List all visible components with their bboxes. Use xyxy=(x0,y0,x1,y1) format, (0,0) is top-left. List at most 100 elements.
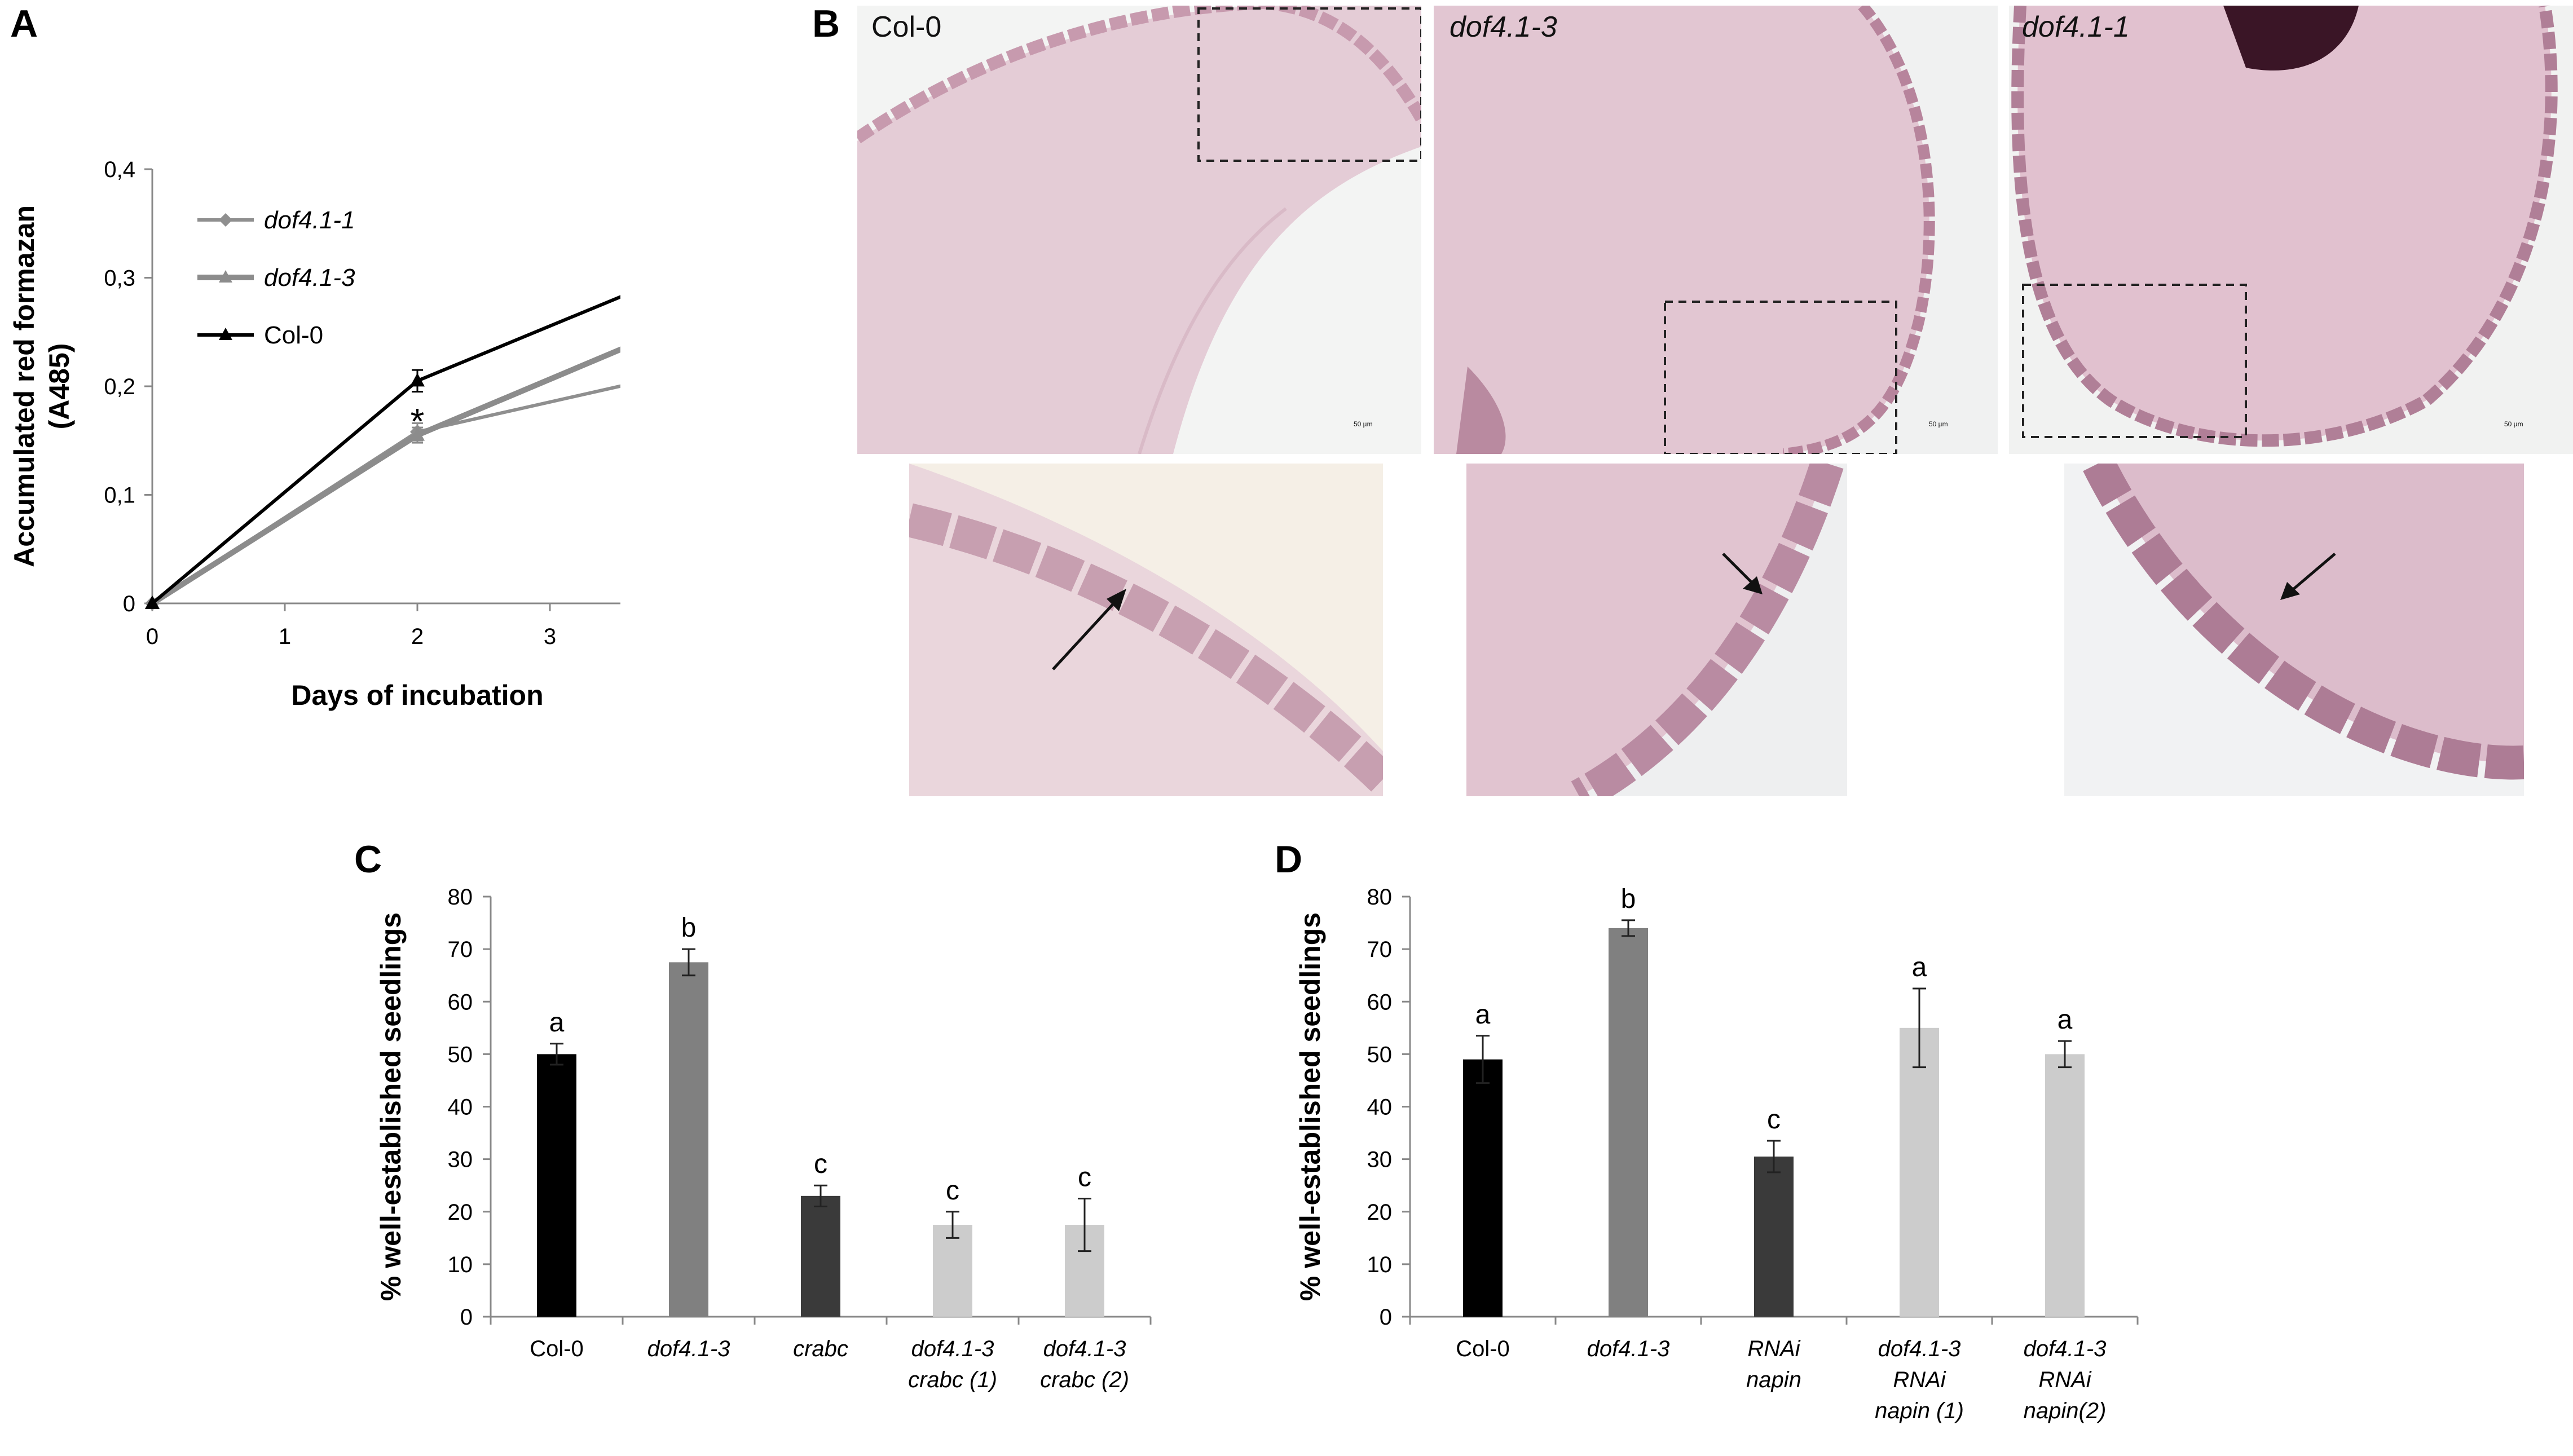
category-label-line: dof4.1-3 xyxy=(647,1336,730,1361)
y-tick-label: 40 xyxy=(448,1095,473,1120)
panel-letter-d: D xyxy=(1275,838,1303,881)
y-tick-label: 10 xyxy=(448,1252,473,1277)
significance-letter: c xyxy=(1767,1105,1781,1135)
category-label: RNAi napin xyxy=(1746,1336,1801,1392)
data-point xyxy=(410,427,425,441)
category-label: dof4.1-3 xyxy=(647,1336,730,1361)
legend-label: Col-0 xyxy=(264,321,323,349)
x-tick-label: 1 xyxy=(279,624,291,649)
micrograph-dof41-1-label: dof4.1-1 xyxy=(2022,11,2130,43)
legend-label: dof4.1-1 xyxy=(264,206,355,234)
y-tick-label: 0,4 xyxy=(104,157,135,182)
y-tick-label: 50 xyxy=(1367,1042,1393,1067)
chart-c-bar: 0 10 20 30 40 50 60 70 80 % well-established seed… xyxy=(375,885,1152,1392)
y-axis-title: Accumulated red formazan (A485) xyxy=(8,205,75,567)
y-tick-label: 40 xyxy=(1367,1095,1393,1120)
x-tick-label: 0 xyxy=(146,624,158,649)
chart-a-line: 00,10,20,30,401234Days of incubationAccu… xyxy=(8,157,620,711)
chart-d-bar: 0 10 20 30 40 50 60 70 80 % well-established seed… xyxy=(1294,884,2139,1423)
panel-letter-b: B xyxy=(812,2,840,45)
micrograph-col0-label: Col-0 xyxy=(871,11,942,43)
significance-letter: c xyxy=(1078,1162,1091,1192)
series-line xyxy=(151,346,620,606)
category-label-line: dof4.1-3 xyxy=(1878,1336,1961,1361)
category-label-line: napin xyxy=(1746,1367,1801,1392)
significance-marker: * xyxy=(411,401,425,442)
y-tick-label: 70 xyxy=(1367,937,1393,962)
y-tick-label: 60 xyxy=(448,990,473,1014)
significance-letter: a xyxy=(549,1008,565,1038)
series-line xyxy=(151,295,620,605)
y-tick-label: 0 xyxy=(1380,1305,1392,1330)
significance-letter: a xyxy=(2057,1005,2073,1035)
y-tick-label: 60 xyxy=(1367,990,1393,1014)
category-label: dof4.1-3 RNAi napin (1) xyxy=(1875,1336,1964,1423)
significance-letter: c xyxy=(946,1176,959,1206)
category-label-line: napin(2) xyxy=(2024,1398,2107,1423)
micrograph-col0-zoom xyxy=(909,464,1383,796)
scale-bar-dof41-1: 50 µm xyxy=(2504,420,2523,428)
bar xyxy=(933,1225,972,1317)
significance-letter: b xyxy=(1621,884,1636,914)
bar xyxy=(1463,1059,1503,1317)
bar xyxy=(801,1195,840,1317)
category-label-line: crabc (2) xyxy=(1040,1367,1129,1392)
y-tick-label: 50 xyxy=(448,1042,473,1067)
y-tick-label: 70 xyxy=(448,937,473,962)
bar xyxy=(1609,928,1648,1317)
category-label-line: RNAi xyxy=(1893,1367,1946,1392)
micrograph-dof41-3-zoom xyxy=(1466,464,1847,796)
y-tick-label: 20 xyxy=(448,1200,473,1225)
data-point xyxy=(145,595,160,609)
category-label-line: dof4.1-3 xyxy=(1587,1336,1670,1361)
legend-marker xyxy=(219,213,232,227)
category-label-line: crabc (1) xyxy=(908,1367,997,1392)
bar xyxy=(669,962,708,1317)
micrograph-dof41-1-zoom xyxy=(2064,464,2524,796)
micrograph-dof41-3 xyxy=(1434,6,1998,454)
y-axis-title: % well-established seedlings xyxy=(375,912,407,1301)
y-tick-label: 0 xyxy=(123,592,135,616)
category-label-line: dof4.1-3 xyxy=(911,1336,994,1361)
panel-letter-c: C xyxy=(354,838,382,881)
x-tick-label: 2 xyxy=(411,624,424,649)
category-label-line: crabc xyxy=(793,1336,848,1361)
category-label: dof4.1-3 RNAi napin(2) xyxy=(2024,1336,2107,1423)
y-tick-label: 0,3 xyxy=(104,266,135,291)
y-axis-title-line1: Accumulated red formazan xyxy=(8,205,40,567)
significance-letter: b xyxy=(681,913,697,943)
category-label-line: dof4.1-3 xyxy=(1043,1336,1126,1361)
legend-marker xyxy=(219,328,232,340)
significance-letter: c xyxy=(814,1149,827,1179)
y-tick-label: 10 xyxy=(1367,1252,1393,1277)
bar xyxy=(1754,1156,1794,1317)
category-label: Col-0 xyxy=(530,1336,584,1361)
category-label-line: napin (1) xyxy=(1875,1398,1964,1423)
category-label-line: dof4.1-3 xyxy=(2024,1336,2107,1361)
legend-label: dof4.1-3 xyxy=(264,264,355,292)
bar xyxy=(1900,1027,1939,1317)
category-label: crabc xyxy=(793,1336,848,1361)
category-label: Col-0 xyxy=(1456,1336,1510,1361)
panel-letter-a: A xyxy=(10,2,38,45)
micrograph-dof41-1 xyxy=(2009,6,2573,454)
y-tick-label: 80 xyxy=(1367,885,1393,910)
y-tick-label: 30 xyxy=(1367,1148,1393,1172)
x-tick-label: 3 xyxy=(544,624,556,649)
data-point xyxy=(410,373,425,387)
category-label-line: Col-0 xyxy=(1456,1336,1510,1361)
micrograph-dof41-3-label: dof4.1-3 xyxy=(1449,11,1557,43)
bar xyxy=(2045,1054,2085,1317)
significance-letter: a xyxy=(1912,952,1927,982)
scale-bar-dof41-3: 50 µm xyxy=(1929,420,1948,428)
significance-letter: a xyxy=(1475,1000,1491,1030)
category-label: dof4.1-3 xyxy=(1587,1336,1670,1361)
category-label-line: Col-0 xyxy=(530,1336,584,1361)
micrograph-col0 xyxy=(857,6,1421,454)
category-label-line: RNAi xyxy=(2038,1367,2091,1392)
x-axis-title: Days of incubation xyxy=(291,680,543,711)
y-axis-title-line2: (A485) xyxy=(43,343,75,430)
legend-marker xyxy=(219,270,232,283)
y-tick-label: 30 xyxy=(448,1148,473,1172)
